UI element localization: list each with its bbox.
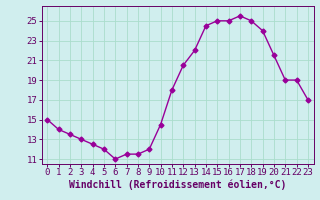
X-axis label: Windchill (Refroidissement éolien,°C): Windchill (Refroidissement éolien,°C)	[69, 180, 286, 190]
